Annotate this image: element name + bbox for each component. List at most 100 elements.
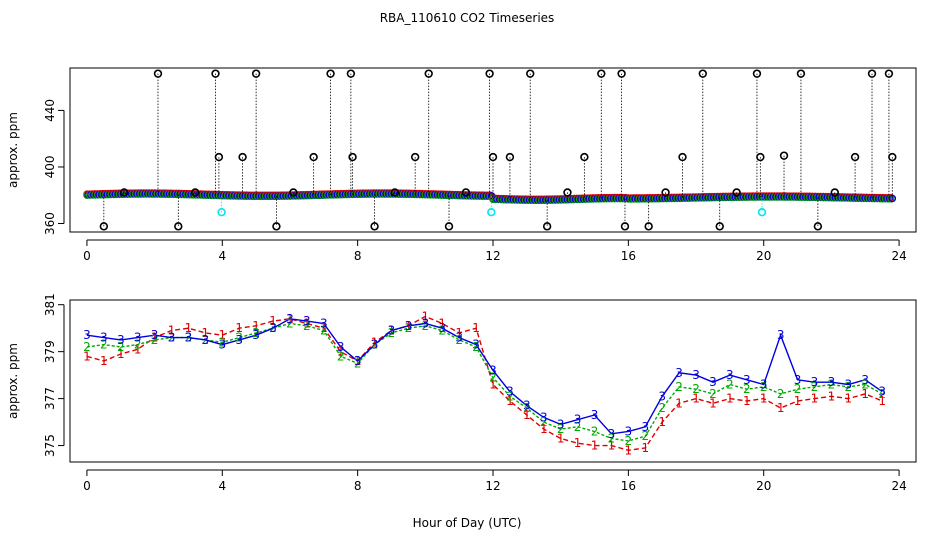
- series-3-point-label: 3: [709, 375, 717, 389]
- top-outlier-point: [461, 188, 471, 197]
- top-y-tick-label: 360: [43, 212, 57, 235]
- top-outlier-point: [119, 188, 129, 197]
- top-outlier-point: [191, 188, 200, 197]
- top-axes: 0 4 8 12 16 20 24 360 400 440: [43, 99, 907, 263]
- series-2-point-label: 2: [608, 432, 616, 446]
- top-outlier-point: [174, 222, 183, 231]
- top-outlier-point: [661, 188, 670, 197]
- top-x-tick-label: 16: [621, 249, 636, 263]
- top-outlier-point: [211, 69, 220, 78]
- top-outlier-point: [580, 152, 589, 162]
- top-outlier-point: [715, 222, 724, 231]
- series-3-line: [86, 318, 883, 435]
- top-outlier-point: [346, 69, 356, 78]
- series-1-point-label: 1: [709, 396, 717, 410]
- series-1-point-label: 1: [100, 354, 108, 368]
- series-3-point-label: 3: [185, 331, 193, 345]
- bottom-y-tick-label: 377: [43, 387, 57, 410]
- series-2-point-label: 2: [252, 326, 260, 340]
- series-3-point-label: 3: [337, 340, 345, 354]
- series-1-point-label: 1: [506, 394, 514, 408]
- series-3-point-label: 3: [506, 385, 514, 399]
- top-outlier-point: [644, 222, 653, 231]
- top-x-tick-label: 20: [756, 249, 771, 263]
- series-3-point-label: 3: [168, 331, 176, 345]
- series-3-point-label: 3: [557, 417, 565, 431]
- series-1-point-label: 1: [286, 312, 294, 326]
- top-outlier-point: [289, 188, 298, 197]
- series-1-point-label: 1: [421, 309, 429, 323]
- series-2-point-label: 2: [811, 380, 819, 394]
- series-1-point-label: 1: [658, 415, 666, 429]
- series-3-point-label: 3: [658, 389, 666, 403]
- series-2-point-label: 2: [743, 382, 751, 396]
- top-y-axis-label: approx. ppm: [6, 112, 20, 188]
- series-3-point-label: 3: [421, 316, 429, 330]
- series-2-point-label: 2: [828, 378, 836, 392]
- series-1-point-label: 1: [828, 389, 836, 403]
- series-2-point-label: 2: [506, 389, 514, 403]
- series-3-point-label: 3: [320, 316, 328, 330]
- series-2-point-label: 2: [354, 356, 362, 370]
- series-3-point-label: 3: [844, 378, 852, 392]
- series-1-point-label: 1: [218, 328, 226, 342]
- series-2-point-label: 2: [83, 340, 91, 354]
- top-outlier-point: [597, 69, 606, 78]
- series-2-point-label: 2: [675, 380, 683, 394]
- top-outlier-point: [752, 69, 762, 78]
- series-1-point-label: 1: [269, 314, 277, 328]
- series-2-point-label: 2: [489, 370, 497, 384]
- series-1-point-label: 1: [134, 342, 142, 356]
- top-outlier-point: [563, 188, 572, 197]
- top-data-marks: [83, 69, 897, 231]
- series-3-point-label: 3: [388, 324, 396, 338]
- series-3-point-label: 3: [625, 424, 633, 438]
- series-2-point-label: 2: [371, 338, 379, 352]
- series-2-point-label: 2: [202, 333, 210, 347]
- bottom-y-tick-label: 381: [43, 293, 57, 316]
- series-3-point-label: 3: [100, 331, 108, 345]
- series-1-point-label: 1: [726, 392, 734, 406]
- top-outlier-point: [153, 69, 163, 78]
- series-2-point-label: 2: [286, 316, 294, 330]
- series-2-point-label: 2: [421, 319, 429, 333]
- series-1-point-label: 1: [760, 392, 768, 406]
- series-2-point-label: 2: [100, 338, 108, 352]
- series-1-point-label: 1: [625, 443, 633, 457]
- series-3-point-label: 3: [523, 399, 531, 413]
- series-3-point-label: 3: [83, 328, 91, 342]
- bottom-x-tick-label: 12: [485, 479, 500, 493]
- series-1-point-label: 1: [777, 401, 785, 415]
- series-2-point-label: 2: [591, 424, 599, 438]
- top-outlier-point: [620, 222, 630, 231]
- series-1-point-label: 1: [878, 394, 886, 408]
- series-1-point-label: 1: [794, 394, 802, 408]
- top-x-tick-label: 8: [354, 249, 362, 263]
- series-2-point-label: 2: [709, 387, 717, 401]
- series-2-point-label: 2: [388, 326, 396, 340]
- top-y-tick-label: 440: [43, 99, 57, 122]
- series-1-point-label: 1: [337, 345, 345, 359]
- series-3-point-label: 3: [726, 368, 734, 382]
- top-cyan-point: [757, 208, 767, 217]
- top-outlier-point: [410, 152, 420, 162]
- series-3-point-label: 3: [878, 385, 886, 399]
- top-outlier-point: [326, 69, 335, 78]
- series-2-point-label: 2: [438, 324, 446, 338]
- top-x-tick-label: 12: [485, 249, 500, 263]
- series-2-point-label: 2: [777, 387, 785, 401]
- series-3-point-label: 3: [591, 408, 599, 422]
- series-1-point-label: 1: [354, 354, 362, 368]
- bottom-y-tick-label: 375: [43, 434, 57, 457]
- series-2-point-label: 2: [134, 338, 142, 352]
- series-3-point-label: 3: [828, 375, 836, 389]
- series-1-point-label: 1: [472, 321, 480, 335]
- series-3-point-label: 3: [455, 331, 463, 345]
- chart-title: RBA_110610 CO2 Timeseries: [380, 11, 555, 25]
- top-outlier-point: [309, 152, 318, 162]
- top-outlier-point: [867, 69, 877, 78]
- series-2-point-label: 2: [523, 401, 531, 415]
- top-outlier-point: [678, 152, 687, 162]
- series-3-point-label: 3: [371, 338, 379, 352]
